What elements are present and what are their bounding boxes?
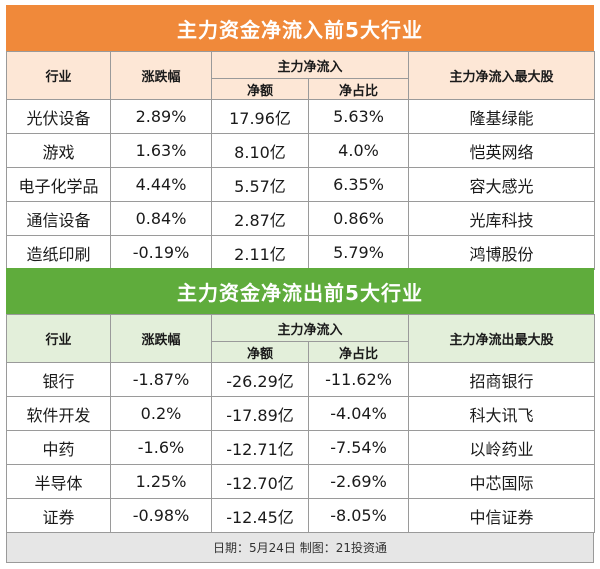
cell-ratio: 5.63% [307, 99, 410, 134]
col-header-amount: 净额 [211, 78, 309, 100]
cell-ratio: -7.54% [307, 430, 410, 465]
col-header-ratio: 净占比 [307, 78, 410, 100]
col-header-industry: 行业 [6, 51, 111, 100]
table-row: 通信设备 0.84% 2.87亿 0.86% 光库科技 [6, 201, 596, 236]
col-header-group: 主力净流入 [210, 314, 410, 342]
cell-change: 1.63% [110, 133, 212, 168]
cell-ratio: -4.04% [307, 396, 410, 431]
cell-ratio: -11.62% [307, 362, 410, 397]
cell-ratio: -2.69% [307, 464, 410, 499]
col-header-change: 涨跌幅 [110, 314, 212, 363]
inflow-title: 主力资金净流入前5大行业 [6, 5, 594, 51]
cell-industry: 通信设备 [6, 201, 111, 236]
cell-industry: 证券 [6, 498, 111, 533]
table-row: 光伏设备 2.89% 17.96亿 5.63% 隆基绿能 [6, 99, 596, 134]
table-row: 电子化学品 4.44% 5.57亿 6.35% 容大感光 [6, 167, 596, 202]
cell-top-stock: 隆基绿能 [408, 99, 596, 134]
cell-top-stock: 恺英网络 [408, 133, 596, 168]
cell-amount: 5.57亿 [211, 167, 309, 202]
cell-industry: 电子化学品 [6, 167, 111, 202]
cell-industry: 软件开发 [6, 396, 111, 431]
cell-amount: 2.87亿 [211, 201, 309, 236]
cell-industry: 光伏设备 [6, 99, 111, 134]
cell-top-stock: 鸿博股份 [408, 235, 596, 270]
col-header-amount: 净额 [211, 341, 309, 363]
col-header-top-stock: 主力净流入最大股 [408, 51, 596, 100]
cell-top-stock: 科大讯飞 [408, 396, 596, 431]
cell-industry: 半导体 [6, 464, 111, 499]
cell-change: 2.89% [110, 99, 212, 134]
cell-change: 4.44% [110, 167, 212, 202]
source-footer: 日期：5月24日 制图：21投资通 [6, 533, 594, 563]
table-row: 游戏 1.63% 8.10亿 4.0% 恺英网络 [6, 133, 596, 168]
cell-ratio: 4.0% [307, 133, 410, 168]
cell-change: 1.25% [110, 464, 212, 499]
outflow-panel: 主力资金净流出前5大行业 行业 涨跌幅 主力净流入 主力净流出最大股 净额 净占… [6, 268, 596, 533]
cell-amount: 2.11亿 [211, 235, 309, 270]
col-header-ratio: 净占比 [307, 341, 410, 363]
cell-top-stock: 招商银行 [408, 362, 596, 397]
cell-top-stock: 以岭药业 [408, 430, 596, 465]
cell-amount: -26.29亿 [211, 362, 309, 397]
cell-top-stock: 光库科技 [408, 201, 596, 236]
cell-ratio: 0.86% [307, 201, 410, 236]
cell-ratio: 5.79% [307, 235, 410, 270]
cell-amount: -12.45亿 [211, 498, 309, 533]
table-row: 证券 -0.98% -12.45亿 -8.05% 中信证券 [6, 498, 596, 533]
cell-amount: -17.89亿 [211, 396, 309, 431]
cell-ratio: -8.05% [307, 498, 410, 533]
table-row: 中药 -1.6% -12.71亿 -7.54% 以岭药业 [6, 430, 596, 465]
cell-ratio: 6.35% [307, 167, 410, 202]
col-header-change: 涨跌幅 [110, 51, 212, 100]
outflow-title: 主力资金净流出前5大行业 [6, 268, 594, 314]
cell-amount: 8.10亿 [211, 133, 309, 168]
cell-industry: 中药 [6, 430, 111, 465]
table-row: 半导体 1.25% -12.70亿 -2.69% 中芯国际 [6, 464, 596, 499]
cell-amount: -12.70亿 [211, 464, 309, 499]
table-row: 银行 -1.87% -26.29亿 -11.62% 招商银行 [6, 362, 596, 397]
cell-change: -1.87% [110, 362, 212, 397]
col-header-group: 主力净流入 [210, 51, 410, 79]
cell-industry: 游戏 [6, 133, 111, 168]
cell-change: -1.6% [110, 430, 212, 465]
cell-top-stock: 中信证券 [408, 498, 596, 533]
cell-industry: 造纸印刷 [6, 235, 111, 270]
cell-amount: 17.96亿 [211, 99, 309, 134]
col-header-top-stock: 主力净流出最大股 [408, 314, 596, 363]
cell-industry: 银行 [6, 362, 111, 397]
cell-change: -0.19% [110, 235, 212, 270]
cell-change: 0.84% [110, 201, 212, 236]
cell-top-stock: 容大感光 [408, 167, 596, 202]
cell-amount: -12.71亿 [211, 430, 309, 465]
inflow-table: 行业 涨跌幅 主力净流入 主力净流入最大股 净额 净占比 光伏设备 2.89% … [6, 51, 596, 270]
cell-top-stock: 中芯国际 [408, 464, 596, 499]
col-header-industry: 行业 [6, 314, 111, 363]
table-row: 造纸印刷 -0.19% 2.11亿 5.79% 鸿博股份 [6, 235, 596, 270]
outflow-table: 行业 涨跌幅 主力净流入 主力净流出最大股 净额 净占比 银行 -1.87% -… [6, 314, 596, 533]
cell-change: 0.2% [110, 396, 212, 431]
inflow-panel: 主力资金净流入前5大行业 行业 涨跌幅 主力净流入 主力净流入最大股 净额 净占… [6, 5, 596, 270]
table-row: 软件开发 0.2% -17.89亿 -4.04% 科大讯飞 [6, 396, 596, 431]
cell-change: -0.98% [110, 498, 212, 533]
